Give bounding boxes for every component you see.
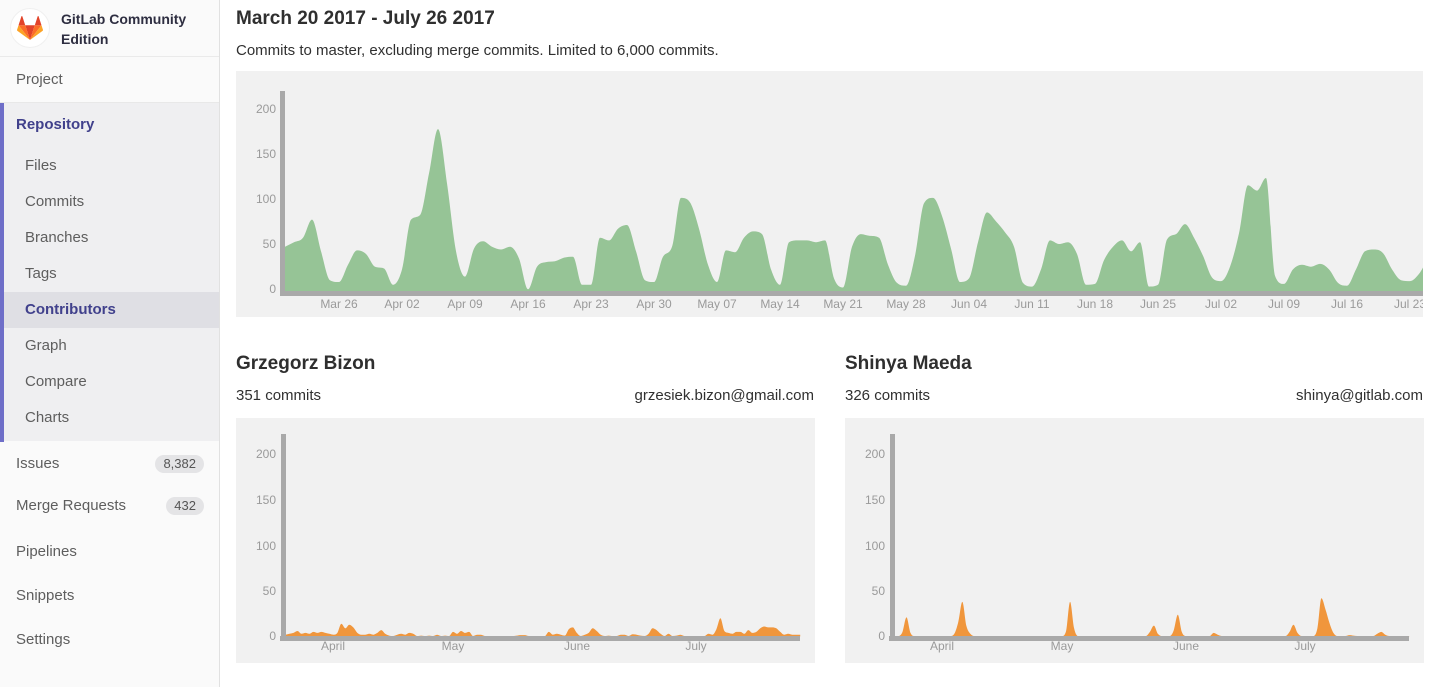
svg-text:50: 50 bbox=[263, 584, 277, 598]
svg-text:May 21: May 21 bbox=[823, 297, 863, 311]
svg-text:Jul 02: Jul 02 bbox=[1205, 297, 1237, 311]
svg-text:Apr 30: Apr 30 bbox=[636, 297, 672, 311]
svg-text:150: 150 bbox=[256, 493, 276, 507]
svg-text:200: 200 bbox=[256, 102, 276, 116]
svg-text:April: April bbox=[321, 639, 345, 653]
svg-text:200: 200 bbox=[256, 447, 276, 461]
svg-text:June: June bbox=[1173, 639, 1199, 653]
svg-text:Apr 02: Apr 02 bbox=[384, 297, 420, 311]
svg-text:Jun 25: Jun 25 bbox=[1140, 297, 1176, 311]
svg-text:May 07: May 07 bbox=[697, 297, 737, 311]
svg-text:Jun 11: Jun 11 bbox=[1014, 297, 1049, 311]
svg-text:Apr 16: Apr 16 bbox=[510, 297, 546, 311]
svg-text:100: 100 bbox=[865, 539, 885, 553]
svg-text:0: 0 bbox=[878, 629, 885, 643]
svg-text:April: April bbox=[930, 639, 954, 653]
svg-text:Jun 04: Jun 04 bbox=[951, 297, 987, 311]
svg-text:Jul 23: Jul 23 bbox=[1394, 297, 1423, 311]
svg-text:May 28: May 28 bbox=[886, 297, 926, 311]
svg-text:May: May bbox=[1051, 639, 1074, 653]
svg-text:July: July bbox=[685, 639, 706, 653]
svg-text:Apr 23: Apr 23 bbox=[573, 297, 609, 311]
svg-text:150: 150 bbox=[865, 493, 885, 507]
svg-text:50: 50 bbox=[263, 237, 277, 251]
svg-text:Jun 18: Jun 18 bbox=[1077, 297, 1113, 311]
svg-text:0: 0 bbox=[269, 282, 276, 296]
svg-text:Jul 09: Jul 09 bbox=[1268, 297, 1300, 311]
svg-text:0: 0 bbox=[269, 629, 276, 643]
svg-text:50: 50 bbox=[872, 584, 886, 598]
svg-text:100: 100 bbox=[256, 192, 276, 206]
svg-text:June: June bbox=[564, 639, 590, 653]
svg-text:May 14: May 14 bbox=[760, 297, 800, 311]
svg-text:150: 150 bbox=[256, 147, 276, 161]
svg-text:Apr 09: Apr 09 bbox=[447, 297, 483, 311]
svg-text:Jul 16: Jul 16 bbox=[1331, 297, 1363, 311]
svg-text:100: 100 bbox=[256, 539, 276, 553]
svg-text:July: July bbox=[1294, 639, 1315, 653]
svg-text:Mar 26: Mar 26 bbox=[320, 297, 358, 311]
svg-text:May: May bbox=[442, 639, 465, 653]
svg-text:200: 200 bbox=[865, 447, 885, 461]
